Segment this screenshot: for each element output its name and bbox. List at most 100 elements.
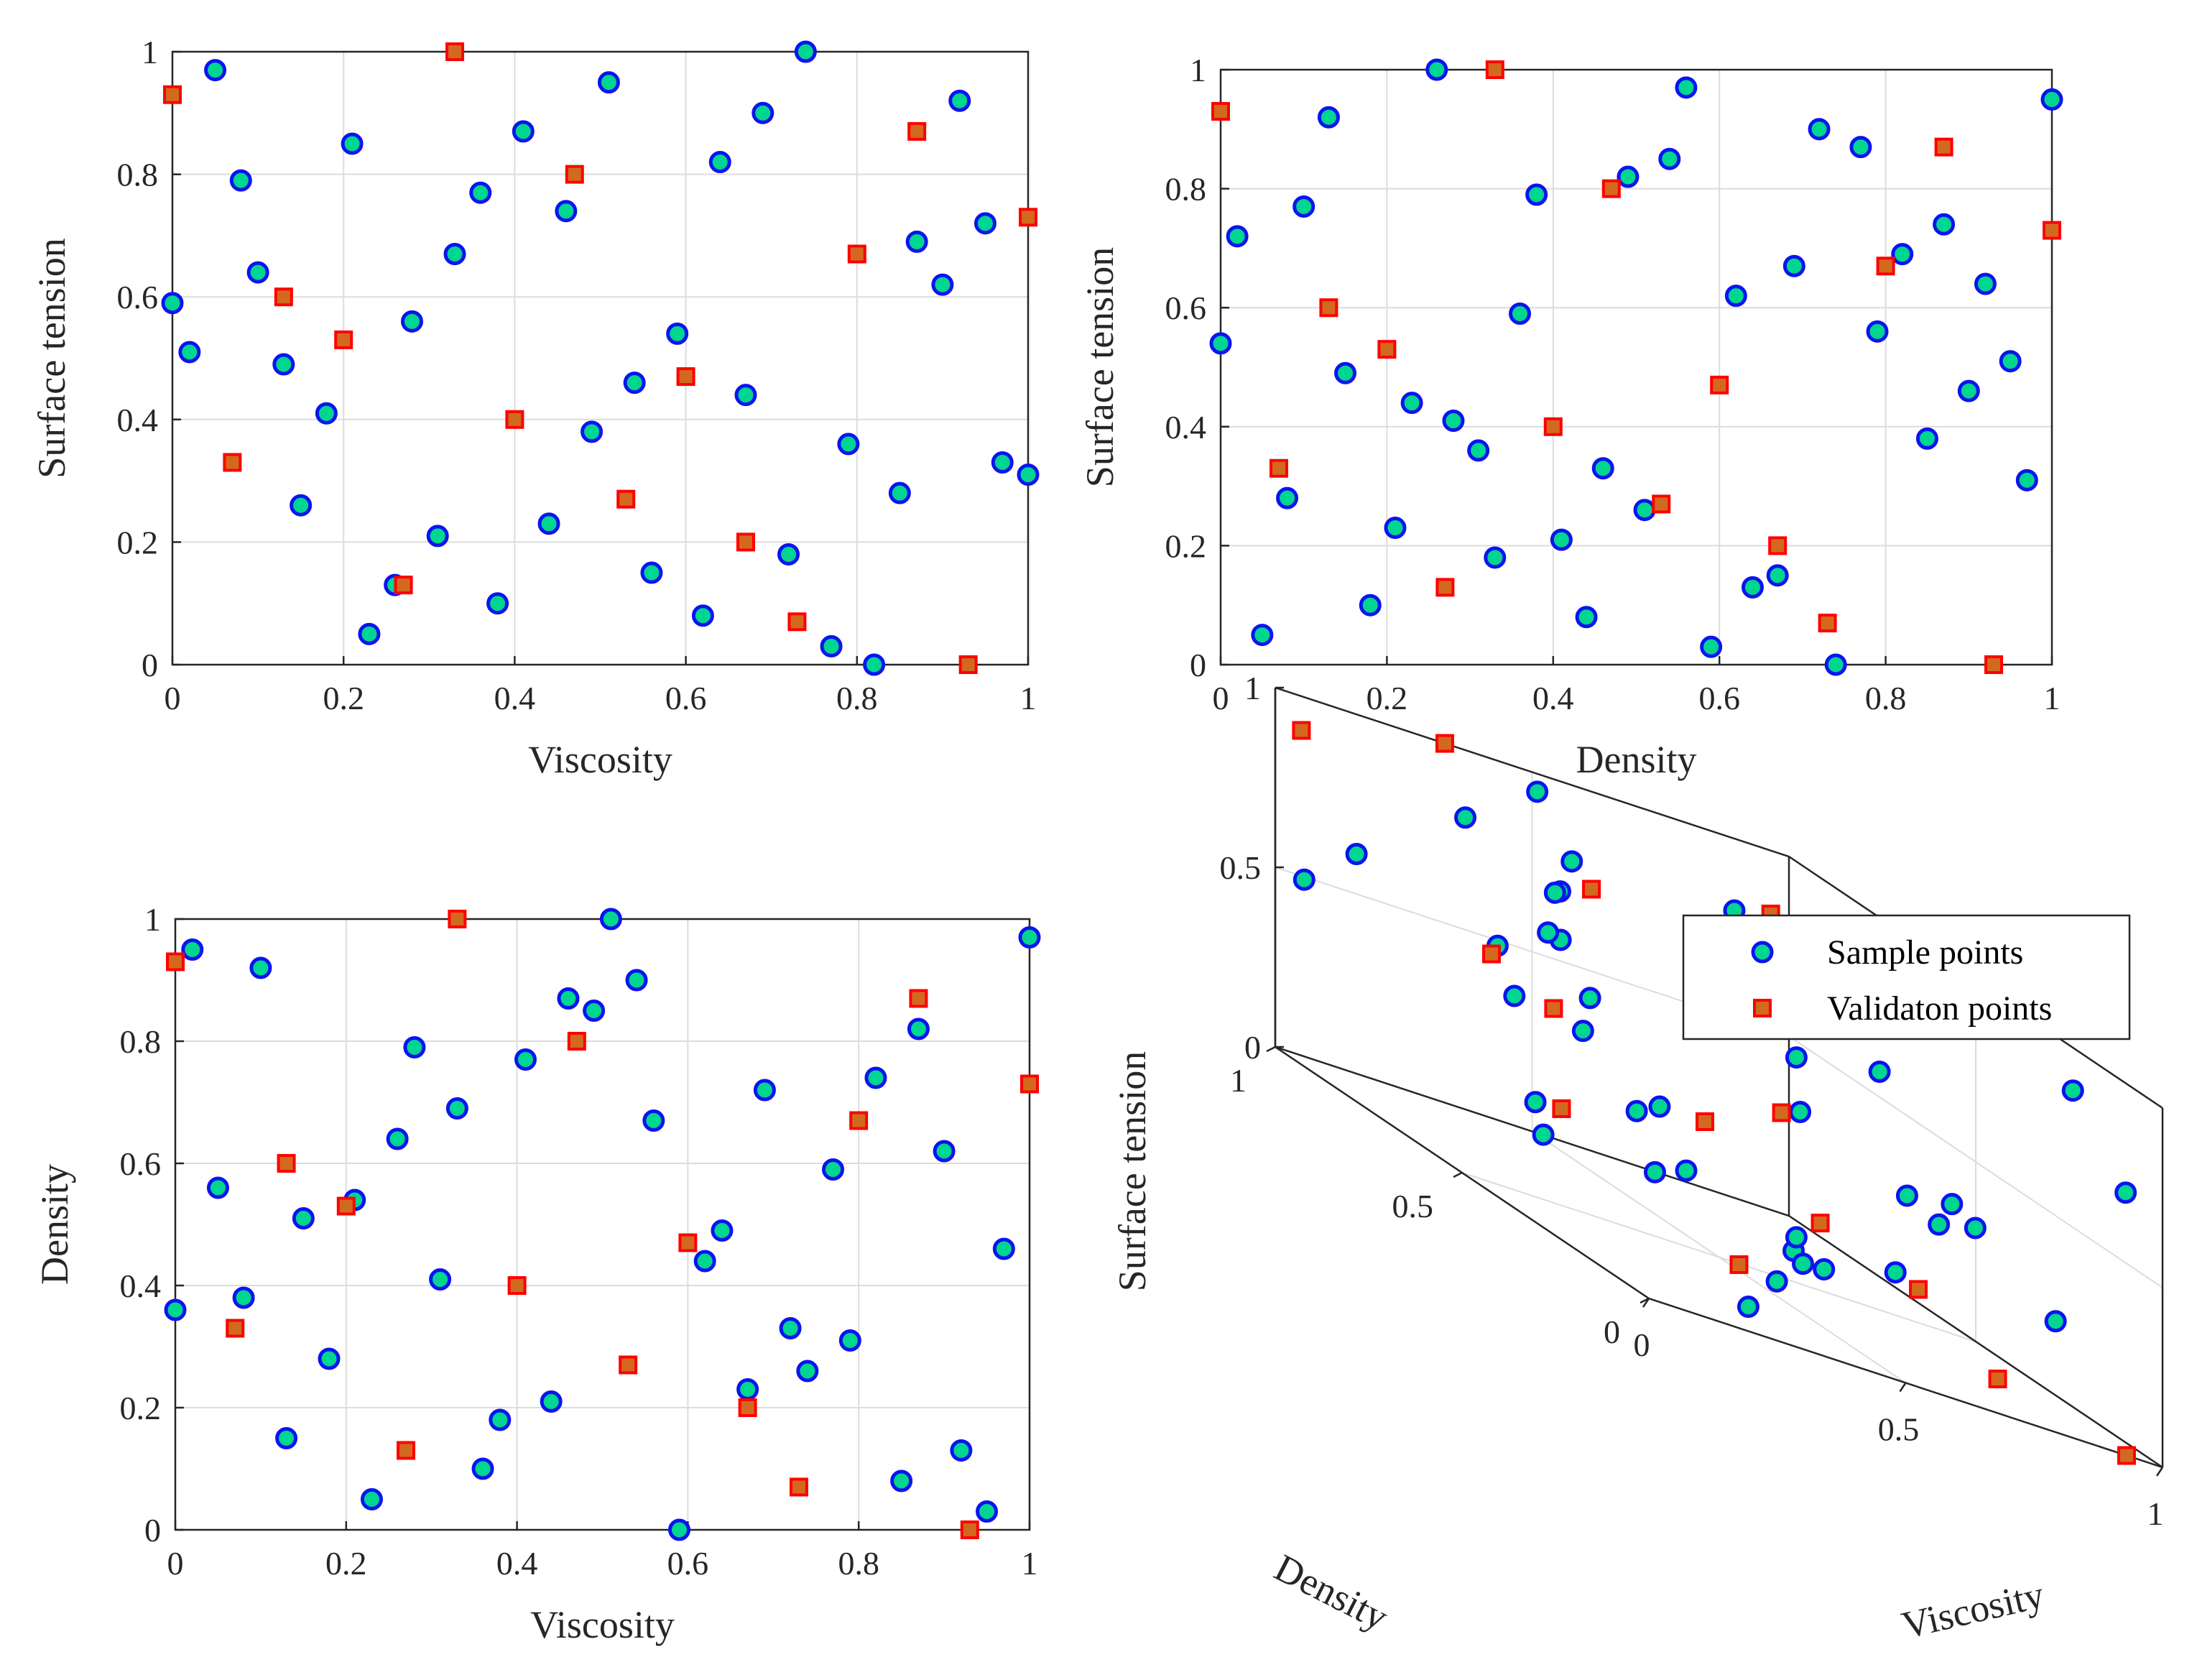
sample-point-3d	[1928, 1213, 1951, 1236]
sample-point	[360, 1488, 383, 1510]
sample-point	[229, 169, 252, 192]
sample-point	[976, 1500, 999, 1523]
sample-point-3d	[1675, 1159, 1698, 1182]
validation-point	[336, 1196, 356, 1216]
sample-point	[1675, 76, 1698, 99]
sample-point	[232, 1286, 255, 1309]
sample-point	[1251, 624, 1274, 647]
sample-point	[1276, 486, 1299, 509]
sample-point	[752, 101, 774, 124]
sample-point	[1808, 118, 1831, 141]
sample-point	[489, 1408, 512, 1431]
legend-box	[1682, 914, 2131, 1040]
sample-point	[907, 1017, 930, 1040]
sample-point	[1018, 926, 1041, 949]
box-edge	[1788, 1214, 2163, 1469]
y-tick-label: 0.6	[117, 279, 159, 315]
panel-viscosity-surface-tension: 00 0.2 0.2 0.4 0.4 0.6 0.6 0.8 0.8 1 1 Viscosity Sur…	[30, 34, 1040, 781]
sample-point	[400, 310, 423, 333]
y-tick-label: 0.8	[117, 157, 159, 193]
floor-grid-line	[1461, 1172, 1976, 1342]
sample-point	[1658, 147, 1681, 170]
sample-point-3d	[1524, 1091, 1547, 1114]
legend: Sample points Validaton points	[1682, 914, 2131, 1040]
legend-sample-marker	[1751, 941, 1774, 964]
wall-grid-line	[1788, 1035, 2163, 1288]
validation-point	[223, 453, 242, 472]
sample-point	[358, 622, 381, 645]
y-tick-label: 0.4	[117, 402, 159, 438]
axes-frame	[171, 50, 1030, 666]
sample-point-3d	[1737, 1296, 1759, 1319]
y-tick-label: 0	[142, 647, 158, 683]
sample-point-3d	[1292, 868, 1315, 891]
y-tick-label: 0.8	[1165, 171, 1207, 208]
sample-point	[864, 1066, 887, 1089]
sample-point	[272, 353, 295, 376]
x-axis-label: Viscosity	[528, 738, 672, 781]
sample-point	[1017, 463, 1040, 486]
x-tick-label: 0.2	[325, 1545, 367, 1582]
y-tick-label: 0	[1190, 647, 1206, 683]
validation-point	[1710, 375, 1729, 394]
sample-point	[666, 322, 689, 345]
sample-point	[429, 1268, 452, 1291]
sample-point-3d	[1578, 987, 1601, 1010]
validation-point	[1543, 417, 1563, 436]
sample-point-3d	[1503, 984, 1526, 1007]
sample-point	[315, 402, 338, 425]
validation-point	[1876, 257, 1895, 276]
validation-point	[738, 1398, 757, 1417]
validation-point	[909, 989, 928, 1008]
validation-point	[166, 952, 185, 971]
sample-point	[1933, 213, 1956, 236]
panel-viscosity-density: 00 0.2 0.2 0.4 0.4 0.6 0.6 0.8 0.8 1 1 Viscosity Den…	[33, 901, 1041, 1646]
sample-point	[1509, 302, 1532, 325]
sample-point	[640, 561, 663, 584]
validation-point	[226, 1319, 245, 1338]
validation-point-3d	[1292, 721, 1311, 740]
x-tick-label: 1	[2044, 680, 2061, 716]
sample-point	[1425, 58, 1448, 81]
validation-point	[616, 489, 636, 509]
sample-point	[581, 420, 604, 443]
sample-point	[445, 1097, 468, 1120]
sample-point	[1700, 635, 1723, 658]
y-axis-label: Density	[1268, 1546, 1395, 1639]
sample-point-3d	[1941, 1193, 1964, 1216]
validation-point-3d	[1544, 999, 1563, 1018]
sample-point	[820, 634, 843, 657]
z-tick-label: 1	[1244, 670, 1261, 706]
sample-point	[290, 494, 313, 517]
sample-point	[734, 384, 757, 407]
validation-point	[1019, 208, 1037, 227]
sample-point	[1550, 528, 1573, 551]
z-tick-label: 0.5	[1220, 849, 1262, 886]
legend-validation-marker	[1753, 999, 1772, 1017]
validation-point	[397, 1441, 416, 1460]
sample-point	[555, 200, 578, 223]
sample-point	[931, 273, 954, 296]
validation-point	[507, 1276, 527, 1295]
x-tick-label: 0.4	[496, 1545, 538, 1582]
validation-point-3d	[1811, 1214, 1830, 1233]
x-axis-label: Viscosity	[1897, 1573, 2048, 1648]
validation-point	[2043, 221, 2061, 240]
y-tick-label: 0.6	[120, 1145, 162, 1182]
sample-point	[318, 1347, 341, 1370]
sample-point	[1591, 457, 1614, 480]
sample-point	[1384, 517, 1407, 540]
axes-frame	[1219, 68, 2053, 666]
sample-point	[1741, 576, 1764, 599]
sample-point	[1824, 653, 1847, 676]
x-tick-label: 0.4	[1532, 680, 1574, 716]
sample-point	[469, 181, 492, 204]
y-tick-mark	[1453, 1171, 1463, 1178]
sample-point-3d	[2044, 1310, 2067, 1333]
sample-point	[1209, 332, 1232, 355]
sample-point	[1359, 594, 1382, 617]
x-tick-label: 0.8	[838, 1545, 879, 1582]
x-tick-label: 0.6	[1698, 680, 1740, 716]
sample-point-3d	[1785, 1226, 1808, 1249]
